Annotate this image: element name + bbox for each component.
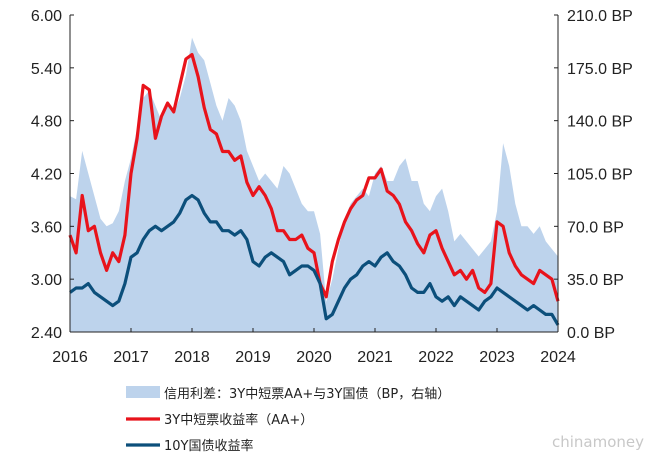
left-tick-label: 4.80 (31, 114, 62, 131)
watermark: chinamoney (552, 433, 644, 451)
right-tick-label: 175.0 BP (567, 61, 633, 78)
left-tick-label: 5.40 (31, 61, 62, 78)
treasury-10y-line (69, 193, 560, 326)
x-tick-label: 2023 (479, 349, 515, 366)
right-tick-label: 0.0 BP (567, 325, 615, 342)
legend-label: 3Y中短票收益率（AA+） (164, 412, 313, 428)
left-tick-label: 3.60 (31, 219, 62, 236)
x-tick-label: 2017 (113, 349, 149, 366)
legend: 信用利差：3Y中短票AA+与3Y国债（BP，右轴） 3Y中短票收益率（AA+） 10… (126, 386, 450, 454)
left-tick-label: 6.00 (31, 8, 62, 25)
left-tick-label: 2.40 (31, 325, 62, 342)
right-tick-label: 35.0 BP (567, 272, 624, 289)
aa-plus-yield-line (68, 53, 560, 302)
x-tick-label: 2022 (418, 349, 454, 366)
legend-swatch-area (126, 386, 160, 398)
right-tick-label: 70.0 BP (567, 219, 624, 236)
legend-label: 信用利差：3Y中短票AA+与3Y国债（BP，右轴） (164, 387, 450, 402)
axes-layer (69, 14, 559, 333)
yield-lines-layer (68, 53, 560, 326)
tick-labels-layer: 2.40 3.00 3.60 4.20 4.80 5.40 6.00 0.0 BP 35.0 B… (31, 8, 633, 366)
right-tick-label: 105.0 BP (567, 167, 633, 184)
x-tick-label: 2016 (52, 349, 88, 366)
x-tick-label: 2020 (296, 349, 332, 366)
legend-label: 10Y国债收益率 (164, 438, 253, 454)
spread-area (70, 37, 558, 332)
right-tick-label: 210.0 BP (567, 8, 633, 25)
x-tick-label: 2018 (174, 349, 210, 366)
left-tick-label: 3.00 (31, 272, 62, 289)
right-tick-label: 140.0 BP (567, 114, 633, 131)
x-tick-label: 2024 (540, 349, 576, 366)
x-tick-label: 2021 (357, 349, 393, 366)
left-tick-label: 4.20 (31, 167, 62, 184)
spread-area-layer (70, 37, 558, 332)
x-tick-label: 2019 (235, 349, 271, 366)
